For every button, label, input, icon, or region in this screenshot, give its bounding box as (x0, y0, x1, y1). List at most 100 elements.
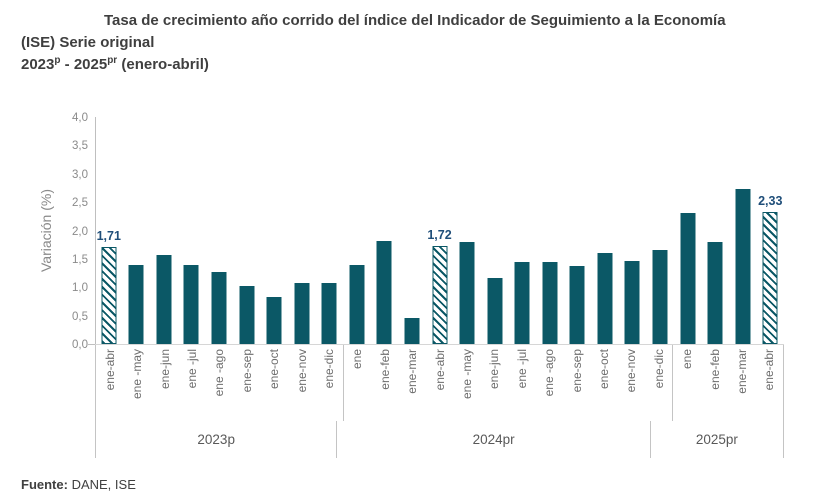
bar-slot (619, 117, 647, 344)
y-tick-label: 0,5 (72, 310, 88, 323)
category-label: ene -jul (514, 349, 529, 389)
category-label-slot: ene -ago (535, 345, 562, 421)
year-group-label: 2024pr (336, 421, 649, 458)
category-label: ene-nov (624, 349, 639, 393)
category-label-slot: ene-sep (233, 345, 260, 421)
y-tick-label: 1,0 (72, 282, 88, 295)
bar-slot (205, 117, 233, 344)
category-label: ene-dic (651, 349, 666, 389)
category-label: ene (350, 349, 365, 370)
bar (542, 262, 558, 344)
bar-value-label: 1,71 (96, 228, 121, 243)
category-label-slot: ene-oct (590, 345, 617, 421)
bar (211, 271, 227, 344)
bar (183, 264, 199, 344)
y-tick-label: 0,0 (72, 339, 88, 351)
y-tick-label: 3,5 (72, 140, 88, 153)
category-label: ene (680, 349, 695, 370)
category-label-slot: ene-dic (645, 345, 672, 421)
bar (404, 317, 420, 344)
y-tick-label: 2,0 (72, 225, 88, 238)
bar (487, 277, 503, 344)
bar-slot (453, 117, 481, 344)
category-label-group: ene-abr ene -may ene-jun ene -jul ene -ago en… (95, 345, 343, 421)
bar-group: 1,71 (95, 117, 343, 344)
bar (239, 285, 255, 344)
category-label-group: ene ene-feb ene-mar ene-abr ene -may ene-jun e… (342, 345, 673, 421)
bar (459, 242, 475, 344)
bar-slot (178, 117, 206, 344)
subtitle-year-start: 2023 (21, 56, 55, 73)
category-label: ene -ago (212, 349, 227, 397)
year-group-label: 2025pr (649, 421, 783, 458)
category-label-slot: ene -may (453, 345, 480, 421)
bar (266, 297, 282, 344)
category-label: ene-sep (569, 349, 584, 393)
category-label-slot: ene-jun (151, 345, 178, 421)
category-label-slot: ene-jun (481, 345, 508, 421)
category-label: ene -ago (542, 349, 557, 397)
bar-slot (398, 117, 426, 344)
bar-slot (233, 117, 261, 344)
y-tick-label: 2,5 (72, 197, 88, 210)
bar-value-label: 1,72 (427, 228, 452, 243)
category-label-slot: ene-feb (371, 345, 398, 421)
category-label: ene-abr (102, 349, 117, 391)
bar-slot: 1,71 (95, 117, 123, 344)
category-label-slot: ene -jul (508, 345, 535, 421)
source-label: Fuente: (21, 477, 68, 492)
x-axis-category-labels: ene-abr ene -may ene-jun ene -jul ene -ago en… (95, 345, 784, 421)
category-label: ene-jun (157, 349, 172, 390)
highlighted-bar (432, 246, 448, 344)
bar-slot (343, 117, 371, 344)
category-label-slot: ene-abr (96, 345, 123, 421)
bar (707, 242, 723, 344)
bar-slot (508, 117, 536, 344)
bar (569, 266, 585, 344)
category-label-slot: ene -may (123, 345, 150, 421)
bar-slot (150, 117, 178, 344)
bar-slot (316, 117, 344, 344)
bar (376, 240, 392, 344)
category-label-slot: ene -jul (178, 345, 205, 421)
category-label: ene-sep (239, 349, 254, 393)
category-label-group: ene ene-feb ene-mar ene-abr (672, 345, 783, 421)
y-tick-label: 4,0 (72, 112, 88, 124)
bar (624, 260, 640, 344)
category-label: ene -may (130, 349, 145, 400)
y-axis-tick-labels: 0,0 0,5 1,0 1,5 2,0 2,5 3,0 3,5 4,0 (48, 112, 88, 351)
bar (321, 283, 337, 344)
category-label-slot: ene-abr (426, 345, 453, 421)
bar-slot: 1,72 (426, 117, 454, 344)
y-tick-label: 3,0 (72, 168, 88, 181)
bar-slot (123, 117, 151, 344)
bar-group: 2,33 (674, 117, 784, 344)
plot-area: 1,71 1,72 2,33 (95, 117, 784, 344)
subtitle-year-end-sup: pr (107, 55, 118, 66)
category-label: ene-nov (294, 349, 309, 393)
category-label-slot: ene-mar (398, 345, 425, 421)
category-label: ene-oct (267, 349, 282, 390)
year-group-label: 2023p (95, 421, 336, 458)
subtitle-separator: - (60, 56, 74, 73)
bar-slot (701, 117, 729, 344)
x-axis-line (95, 344, 784, 345)
bar-slot (646, 117, 674, 344)
x-axis-year-group-labels: 2023p 2024pr 2025pr (95, 421, 784, 458)
bar (680, 213, 696, 344)
subtitle-year-start-sup: p (54, 55, 61, 66)
chart-subtitle: 2023p - 2025pr (enero-abril) (21, 54, 813, 76)
category-label-slot: ene (344, 345, 371, 421)
highlighted-bar (101, 246, 117, 344)
category-label: ene-abr (762, 349, 777, 391)
bar (294, 283, 310, 344)
category-label-slot: ene-dic (315, 345, 342, 421)
category-label: ene-oct (596, 349, 611, 390)
bar-slot (674, 117, 702, 344)
category-label-slot: ene-sep (563, 345, 590, 421)
source-value: DANE, ISE (67, 477, 136, 492)
bar-slot (260, 117, 288, 344)
category-label-slot: ene -ago (206, 345, 233, 421)
ise-growth-chart: Tasa de crecimiento año corrido del índi… (21, 12, 813, 492)
category-label: ene-abr (432, 349, 447, 391)
